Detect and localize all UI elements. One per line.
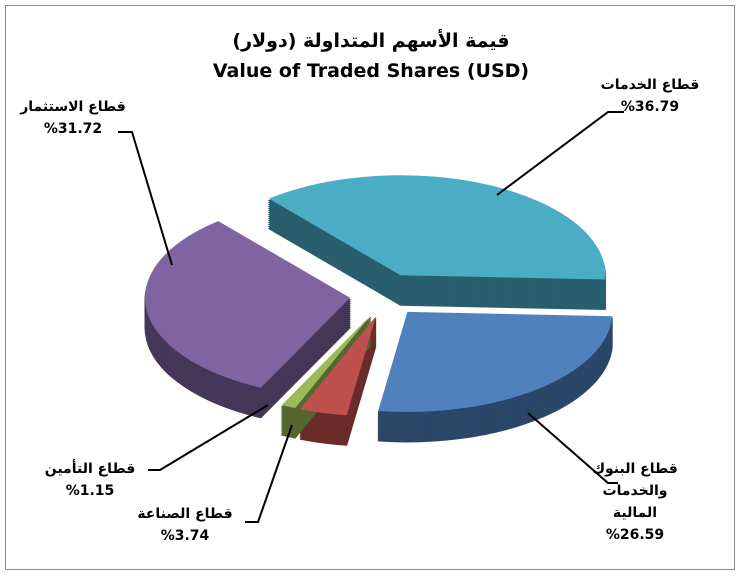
label-category: قطاع الصناعة — [137, 506, 233, 522]
label-category: قطاع البنوك والخدمات المالية — [592, 461, 678, 521]
data-label: قطاع الصناعة %3.74 — [130, 503, 240, 547]
leader-line — [148, 404, 269, 471]
leader-line — [496, 111, 624, 196]
leader-line — [527, 412, 618, 484]
chart-subtitle: Value of Traded Shares (USD) — [212, 60, 530, 82]
data-label: قطاع الاستثمار %31.72 — [18, 96, 128, 140]
pie-slice — [145, 221, 351, 388]
data-label: قطاع البنوك والخدمات المالية %26.59 — [585, 458, 685, 546]
data-label: قطاع الخدمات %36.79 — [590, 74, 710, 118]
label-value: %1.15 — [65, 483, 115, 499]
data-label: قطاع التأمين %1.15 — [35, 458, 145, 502]
label-value: %36.79 — [620, 99, 680, 115]
pie-slice — [378, 311, 613, 412]
leader-line — [245, 424, 293, 523]
label-category: قطاع الاستثمار — [20, 99, 126, 115]
chart-frame — [5, 5, 735, 570]
label-category: قطاع التأمين — [44, 461, 136, 477]
label-category: قطاع الخدمات — [600, 77, 700, 93]
chart-title: قيمة الأسهم المتداولة (دولار) — [232, 30, 510, 52]
pie-slice — [281, 315, 371, 409]
label-value: %26.59 — [605, 527, 665, 543]
label-value: %3.74 — [160, 528, 210, 544]
leader-line — [118, 131, 173, 266]
pie-slice — [300, 316, 376, 416]
pie-slice — [268, 175, 606, 280]
label-value: %31.72 — [43, 121, 103, 137]
